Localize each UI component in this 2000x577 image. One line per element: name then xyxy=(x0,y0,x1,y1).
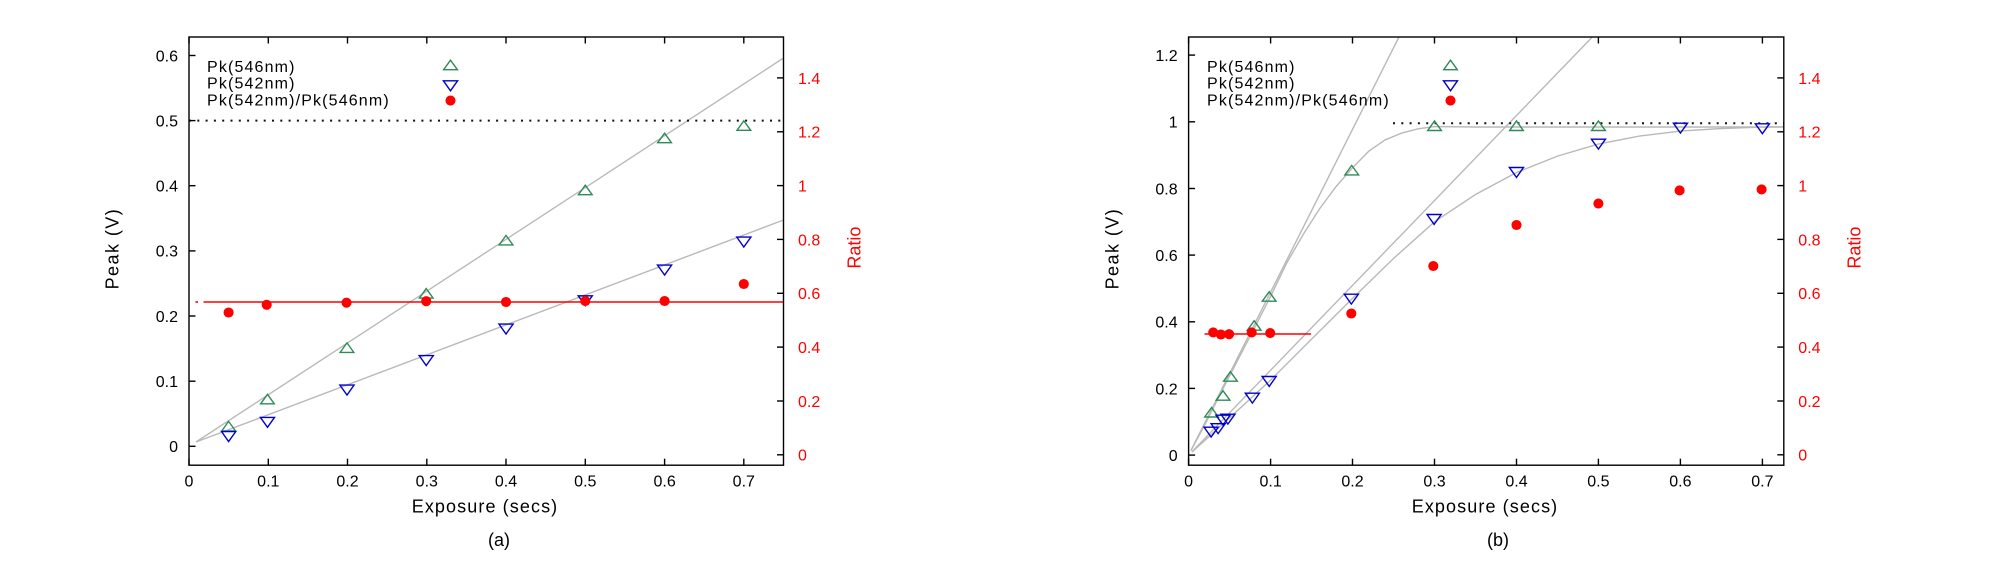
svg-text:0.4: 0.4 xyxy=(1798,340,1820,357)
svg-text:Pk(542nm)/Pk(546nm): Pk(542nm)/Pk(546nm) xyxy=(207,92,390,109)
svg-text:1: 1 xyxy=(1169,115,1178,132)
svg-text:0.7: 0.7 xyxy=(1751,473,1773,490)
svg-text:0.5: 0.5 xyxy=(574,473,596,490)
svg-text:1.2: 1.2 xyxy=(798,125,820,142)
svg-text:1.2: 1.2 xyxy=(1155,48,1177,65)
svg-text:(a): (a) xyxy=(488,530,510,550)
svg-text:0: 0 xyxy=(185,473,194,490)
svg-text:0.4: 0.4 xyxy=(1505,473,1527,490)
svg-text:0.4: 0.4 xyxy=(156,179,178,196)
svg-text:0.6: 0.6 xyxy=(1155,248,1177,265)
svg-text:0.1: 0.1 xyxy=(257,473,279,490)
svg-text:0.1: 0.1 xyxy=(1259,473,1281,490)
svg-text:0.3: 0.3 xyxy=(1423,473,1445,490)
svg-text:0.3: 0.3 xyxy=(416,473,438,490)
svg-text:0.4: 0.4 xyxy=(798,340,820,357)
svg-text:0.6: 0.6 xyxy=(1669,473,1691,490)
svg-text:Pk(542nm)/Pk(546nm): Pk(542nm)/Pk(546nm) xyxy=(1207,92,1390,109)
svg-text:0: 0 xyxy=(169,439,178,456)
svg-text:0.1: 0.1 xyxy=(156,374,178,391)
svg-text:0.2: 0.2 xyxy=(336,473,358,490)
svg-text:0.8: 0.8 xyxy=(1155,181,1177,198)
svg-text:1.4: 1.4 xyxy=(1798,71,1820,88)
svg-text:0.2: 0.2 xyxy=(798,394,820,411)
svg-text:0.4: 0.4 xyxy=(495,473,517,490)
svg-text:1.2: 1.2 xyxy=(1798,125,1820,142)
svg-text:0.8: 0.8 xyxy=(798,232,820,249)
svg-text:Ratio: Ratio xyxy=(845,227,865,269)
svg-text:1.4: 1.4 xyxy=(798,71,820,88)
svg-text:0.5: 0.5 xyxy=(1587,473,1609,490)
svg-text:(b): (b) xyxy=(1487,530,1509,550)
svg-text:0.5: 0.5 xyxy=(156,113,178,130)
svg-text:Peak (V): Peak (V) xyxy=(1103,208,1123,290)
svg-text:0.6: 0.6 xyxy=(798,286,820,303)
svg-text:Peak (V): Peak (V) xyxy=(103,208,123,290)
svg-text:Pk(546nm): Pk(546nm) xyxy=(1207,59,1296,76)
svg-text:0.2: 0.2 xyxy=(1798,394,1820,411)
svg-text:Exposure (secs): Exposure (secs) xyxy=(1412,497,1559,517)
svg-text:Pk(542nm): Pk(542nm) xyxy=(1207,75,1296,92)
svg-text:0.6: 0.6 xyxy=(156,48,178,65)
svg-text:0: 0 xyxy=(1169,448,1178,465)
svg-text:Pk(542nm): Pk(542nm) xyxy=(207,75,296,92)
svg-text:0.6: 0.6 xyxy=(653,473,675,490)
svg-text:0.2: 0.2 xyxy=(1341,473,1363,490)
svg-text:0.6: 0.6 xyxy=(1798,286,1820,303)
svg-text:1: 1 xyxy=(1798,178,1807,195)
svg-text:0: 0 xyxy=(798,448,807,465)
svg-text:0: 0 xyxy=(1798,448,1807,465)
svg-text:0.3: 0.3 xyxy=(156,244,178,261)
svg-text:0: 0 xyxy=(1184,473,1193,490)
svg-text:0.4: 0.4 xyxy=(1155,315,1177,332)
svg-text:Pk(546nm): Pk(546nm) xyxy=(207,59,296,76)
svg-text:1: 1 xyxy=(798,178,807,195)
svg-text:0.8: 0.8 xyxy=(1798,232,1820,249)
svg-text:Exposure (secs): Exposure (secs) xyxy=(412,497,559,517)
svg-text:Ratio: Ratio xyxy=(1845,227,1865,269)
svg-text:0.2: 0.2 xyxy=(156,309,178,326)
svg-text:0.7: 0.7 xyxy=(733,473,755,490)
svg-text:0.2: 0.2 xyxy=(1155,381,1177,398)
